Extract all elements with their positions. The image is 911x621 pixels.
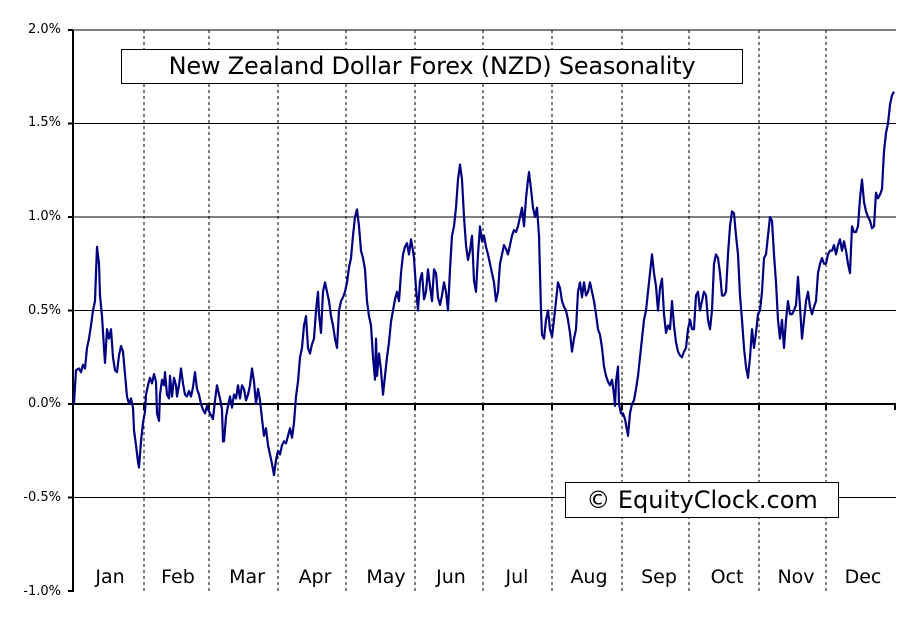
x-axis-ticks — [143, 404, 896, 410]
horizontal-gridlines — [73, 29, 896, 498]
month-label-feb: Feb — [161, 566, 195, 588]
month-label-jul: Jul — [505, 566, 529, 588]
seasonality-line — [72, 91, 895, 477]
y-tick-label: -0.5% — [23, 490, 61, 505]
month-label-aug: Aug — [570, 566, 608, 588]
y-tick-label: 0.0% — [27, 396, 61, 411]
y-tick-label: 2.0% — [27, 22, 61, 37]
month-label-may: May — [366, 566, 406, 588]
y-tick-label: 1.0% — [27, 209, 61, 224]
month-label-mar: Mar — [229, 566, 265, 588]
month-label-dec: Dec — [844, 566, 882, 588]
month-label-jun: Jun — [436, 566, 466, 588]
y-tick-label: 1.5% — [27, 115, 61, 130]
month-label-sep: Sep — [641, 566, 677, 588]
y-tick-label: 0.5% — [27, 303, 61, 318]
month-label-oct: Oct — [710, 566, 744, 588]
y-tick-label: -1.0% — [23, 584, 61, 599]
watermark-copyright: © EquityClock.com — [565, 482, 839, 518]
month-label-apr: Apr — [298, 566, 332, 588]
month-label-nov: Nov — [777, 566, 815, 588]
chart-title: New Zealand Dollar Forex (NZD) Seasonali… — [121, 49, 743, 84]
y-axis-ticks — [68, 29, 73, 592]
month-label-jan: Jan — [95, 566, 125, 588]
